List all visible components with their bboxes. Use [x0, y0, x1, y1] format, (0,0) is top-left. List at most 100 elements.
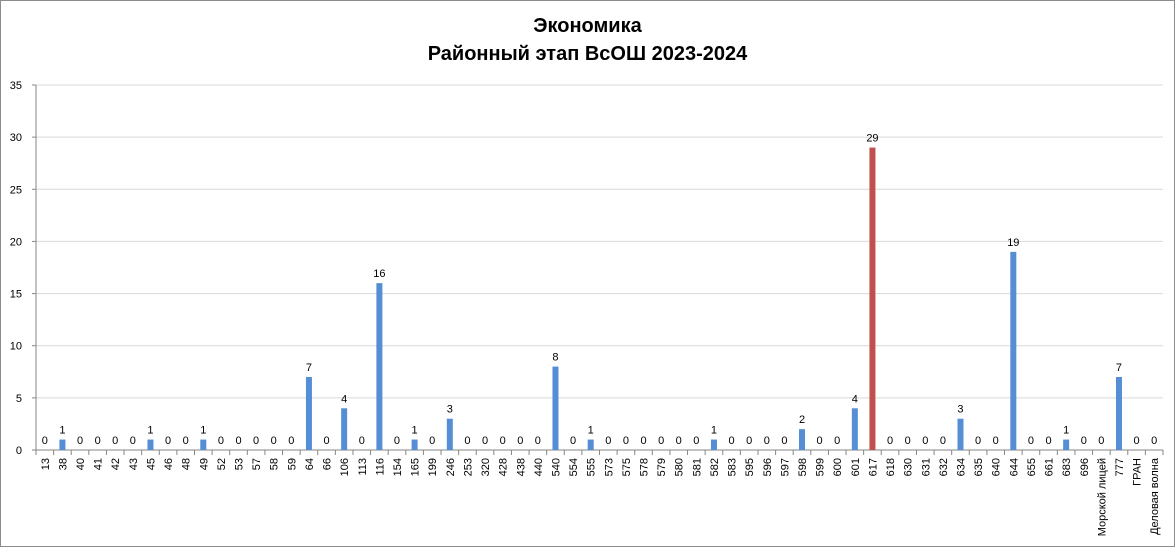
x-tick-label: 438	[515, 458, 527, 476]
data-label: 0	[940, 435, 946, 447]
x-tick-label: 573	[603, 458, 615, 476]
x-tick-label: 630	[903, 458, 915, 476]
data-label: 0	[1098, 435, 1104, 447]
data-label: 0	[253, 435, 259, 447]
data-label: 0	[905, 435, 911, 447]
data-label: 3	[447, 404, 453, 416]
x-tick-label: 59	[286, 458, 298, 470]
y-tick-label: 5	[16, 393, 22, 405]
data-label: 1	[200, 425, 206, 437]
y-tick-label: 10	[10, 341, 22, 353]
bar-582	[710, 439, 717, 450]
data-label: 1	[412, 425, 418, 437]
x-tick-label: 46	[163, 458, 175, 470]
data-label: 0	[288, 435, 294, 447]
data-label: 0	[781, 435, 787, 447]
x-tick-label: 600	[832, 458, 844, 476]
x-tick-label: 601	[850, 458, 862, 476]
x-tick-label: 48	[181, 458, 193, 470]
x-tick-label: 45	[145, 458, 157, 470]
x-tick-label: 64	[304, 458, 316, 470]
x-tick-label: 598	[797, 458, 809, 476]
x-tick-label: ГРАН	[1132, 458, 1144, 486]
data-label: 0	[394, 435, 400, 447]
data-label: 0	[676, 435, 682, 447]
x-tick-label: 43	[128, 458, 140, 470]
bar-45	[147, 439, 154, 450]
x-tick-label: 540	[550, 458, 562, 476]
data-label: 0	[323, 435, 329, 447]
x-tick-label: 49	[198, 458, 210, 470]
data-label: 0	[95, 435, 101, 447]
x-tick-label: 320	[480, 458, 492, 476]
x-tick-label: 52	[216, 458, 228, 470]
bar-555	[587, 439, 594, 450]
data-label: 1	[588, 425, 594, 437]
data-label: 1	[711, 425, 717, 437]
data-label: 0	[271, 435, 277, 447]
x-tick-label: 655	[1026, 458, 1038, 476]
bar-246	[446, 418, 453, 450]
data-label: 0	[500, 435, 506, 447]
bar-106	[341, 408, 348, 450]
bar-644	[1010, 251, 1017, 450]
x-tick-label: 116	[374, 458, 386, 476]
data-label: 0	[764, 435, 770, 447]
data-label: 0	[77, 435, 83, 447]
data-label: 29	[866, 133, 878, 145]
x-tick-label: 113	[357, 458, 369, 476]
data-label: 19	[1007, 237, 1019, 249]
data-label: 0	[1028, 435, 1034, 447]
y-tick-label: 20	[10, 236, 22, 248]
x-tick-label: 617	[867, 458, 879, 476]
x-tick-label: 575	[621, 458, 633, 476]
y-tick-label: 25	[10, 184, 22, 196]
data-label: 0	[605, 435, 611, 447]
x-tick-label: 246	[445, 458, 457, 476]
x-tick-label: 595	[744, 458, 756, 476]
data-label: 0	[130, 435, 136, 447]
chart-title: Экономика Районный этап ВсОШ 2023-2024	[0, 12, 1175, 68]
bar-49	[200, 439, 207, 450]
data-label: 8	[552, 352, 558, 364]
x-tick-label: 38	[57, 458, 69, 470]
data-label: 0	[834, 435, 840, 447]
data-label: 7	[306, 362, 312, 374]
data-label: 0	[640, 435, 646, 447]
data-label: 4	[341, 393, 347, 405]
bar-777	[1115, 377, 1122, 450]
data-label: 0	[218, 435, 224, 447]
x-tick-label: 683	[1061, 458, 1073, 476]
x-tick-label: 632	[938, 458, 950, 476]
x-tick-label: 618	[885, 458, 897, 476]
x-tick-label: 581	[691, 458, 703, 476]
data-label: 0	[429, 435, 435, 447]
data-label: 0	[746, 435, 752, 447]
data-label: 0	[887, 435, 893, 447]
x-tick-label: 58	[269, 458, 281, 470]
x-tick-label: Деловая волна	[1149, 457, 1161, 535]
y-tick-label: 15	[10, 289, 22, 301]
data-label: 0	[42, 435, 48, 447]
x-tick-label: 40	[75, 458, 87, 470]
data-label: 0	[817, 435, 823, 447]
data-label: 0	[1081, 435, 1087, 447]
x-tick-label: 53	[234, 458, 246, 470]
bar-598	[799, 429, 806, 450]
data-label: 0	[112, 435, 118, 447]
y-tick-label: 35	[10, 80, 22, 92]
x-tick-label: 555	[586, 458, 598, 476]
data-label: 0	[993, 435, 999, 447]
data-label: 16	[373, 268, 385, 280]
x-tick-label: 165	[410, 458, 422, 476]
x-tick-label: 631	[920, 458, 932, 476]
data-label: 1	[59, 425, 65, 437]
x-tick-label: 428	[498, 458, 510, 476]
x-tick-label: 599	[815, 458, 827, 476]
bar-64	[305, 377, 312, 450]
x-tick-label: 696	[1079, 458, 1091, 476]
data-label: 0	[729, 435, 735, 447]
data-label: 0	[482, 435, 488, 447]
data-label: 0	[922, 435, 928, 447]
data-label: 0	[464, 435, 470, 447]
